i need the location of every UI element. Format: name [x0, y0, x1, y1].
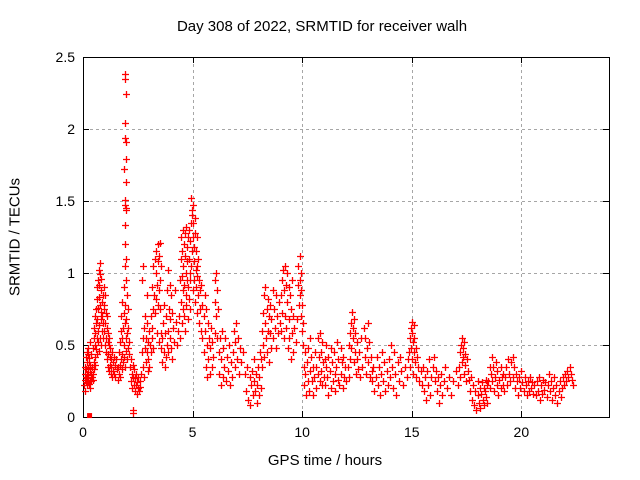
y-tick-label: 1 — [67, 265, 75, 281]
y-tick-label: 0.5 — [55, 337, 75, 353]
chart-title: Day 308 of 2022, SRMTID for receiver wal… — [176, 18, 468, 35]
plot-border — [83, 57, 610, 418]
x-tick-label: 15 — [403, 424, 420, 440]
y-tick-label: 0 — [67, 409, 75, 425]
x-tick-label: 0 — [79, 424, 87, 440]
square-point — [87, 413, 93, 419]
x-tick-label: 10 — [294, 424, 310, 440]
x-tick-label: 20 — [513, 424, 530, 440]
y-tick-label: 2 — [67, 121, 75, 137]
x-tick-label: 5 — [188, 424, 197, 440]
y-tick-label: 2.5 — [55, 49, 75, 65]
scatter-points — [81, 71, 577, 417]
y-tick-label: 1.5 — [55, 193, 75, 209]
x-axis-label: GPS time / hours — [267, 452, 383, 469]
